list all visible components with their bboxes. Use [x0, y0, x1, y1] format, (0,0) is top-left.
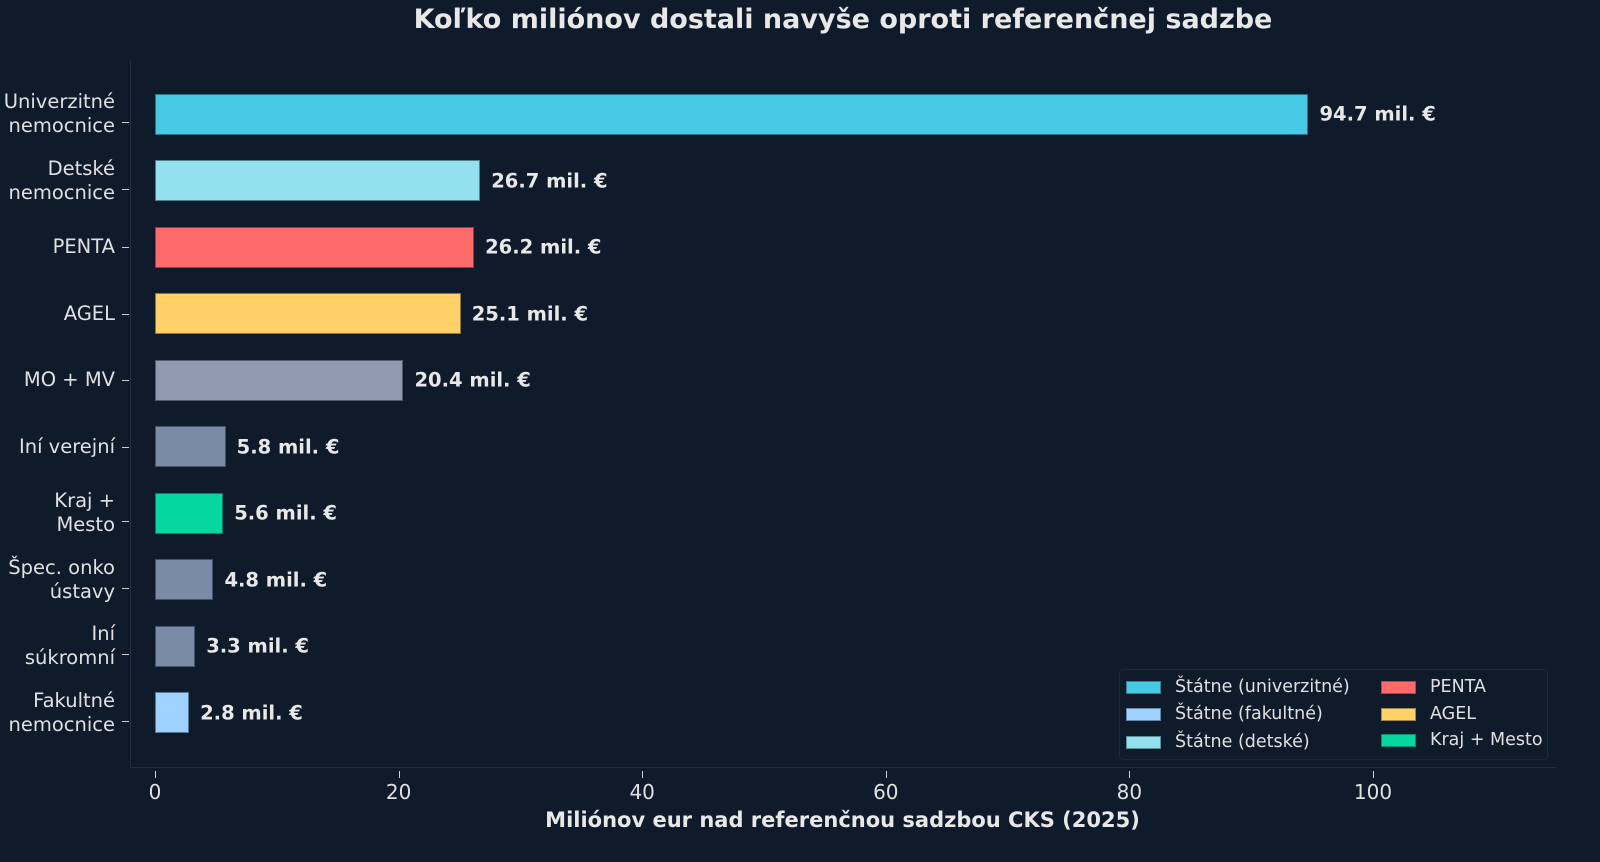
- bar: [155, 226, 475, 268]
- bar-value-label: 4.8 mil. €: [224, 568, 328, 591]
- x-tick-mark: [1129, 771, 1131, 778]
- y-tick-mark: [122, 247, 129, 248]
- bar: [155, 426, 226, 467]
- legend-swatch: [1126, 680, 1161, 694]
- x-tick-label: 100: [1353, 780, 1393, 804]
- bar-value-label: 94.7 mil. €: [1319, 102, 1436, 126]
- y-tick-label: Kraj + Mesto: [54, 489, 115, 536]
- legend-swatch: [1126, 735, 1161, 749]
- bar-value-label: 5.8 mil. €: [236, 435, 340, 458]
- bar: [155, 359, 404, 401]
- y-tick-mark: [122, 446, 129, 448]
- bar-value-label: 26.2 mil. €: [485, 235, 602, 259]
- bar: [155, 692, 190, 733]
- x-tick-mark: [642, 771, 644, 778]
- bar: [155, 293, 461, 334]
- y-tick-label: Iní súkromní: [24, 622, 115, 669]
- bar-value-label: 2.8 mil. €: [200, 701, 303, 724]
- legend: Štátne (univerzitné) Štátne (fakultné) Š…: [1119, 669, 1548, 760]
- legend-label: Štátne (fakultné): [1175, 704, 1323, 724]
- bar-value-label: 20.4 mil. €: [414, 368, 531, 392]
- y-tick-label: PENTA: [52, 235, 115, 258]
- legend-item: AGEL: [1381, 704, 1476, 724]
- bar: [155, 160, 481, 201]
- bar: [155, 93, 1309, 135]
- bar: [155, 559, 214, 600]
- y-tick-label: Iní verejní: [18, 434, 115, 458]
- x-tick-label: 0: [148, 780, 162, 804]
- legend-item: PENTA: [1381, 677, 1486, 697]
- bar: [155, 625, 196, 667]
- bar-value-label: 5.6 mil. €: [234, 501, 337, 525]
- legend-item: Štátne (detské): [1126, 732, 1310, 752]
- legend-label: Štátne (detské): [1175, 732, 1310, 752]
- x-tick-mark: [155, 771, 156, 778]
- bar-value-label: 25.1 mil. €: [471, 302, 589, 325]
- y-tick-mark: [122, 188, 129, 190]
- legend-label: Štátne (univerzitné): [1175, 677, 1350, 697]
- y-tick-mark: [122, 654, 129, 655]
- plot-area: [130, 60, 1556, 768]
- x-tick-label: 80: [1116, 780, 1143, 804]
- legend-swatch: [1126, 707, 1161, 721]
- y-tick-mark: [122, 720, 129, 722]
- chart-title: Koľko miliónov dostali navyše oproti ref…: [413, 4, 1273, 35]
- y-tick-label: Detské nemocnice: [8, 156, 116, 204]
- y-tick-mark: [122, 313, 129, 315]
- x-tick-mark: [885, 771, 887, 778]
- y-tick-label: Špec. onko ústavy: [8, 555, 115, 603]
- legend-label: PENTA: [1430, 677, 1487, 697]
- bar: [155, 492, 224, 534]
- legend-item: Štátne (univerzitné): [1126, 677, 1350, 697]
- x-tick-label: 20: [385, 780, 412, 804]
- y-tick-mark: [122, 380, 129, 381]
- x-tick-label: 60: [873, 780, 899, 804]
- y-tick-label: Univerzitné nemocnice: [3, 90, 115, 137]
- legend-item: Kraj + Mesto: [1381, 730, 1543, 750]
- y-tick-mark: [122, 122, 129, 123]
- legend-swatch: [1381, 680, 1416, 694]
- x-tick-mark: [1373, 771, 1374, 778]
- legend-swatch: [1381, 707, 1416, 721]
- x-tick-label: 40: [629, 780, 655, 804]
- y-tick-label: MO + MV: [23, 368, 115, 391]
- bar-value-label: 26.7 mil. €: [491, 169, 608, 192]
- y-tick-label: AGEL: [63, 301, 115, 325]
- bar-value-label: 3.3 mil. €: [206, 634, 309, 658]
- x-tick-mark: [398, 771, 400, 778]
- legend-label: AGEL: [1430, 704, 1477, 724]
- x-axis-title: Miliónov eur nad referenčnou sadzbou CKS…: [545, 808, 1140, 832]
- legend-label: Kraj + Mesto: [1430, 730, 1543, 750]
- legend-item: Štátne (fakultné): [1126, 704, 1323, 724]
- y-tick-mark: [122, 521, 129, 522]
- y-tick-mark: [122, 587, 129, 589]
- y-tick-label: Fakultné nemocnice: [8, 688, 116, 736]
- legend-swatch: [1381, 733, 1416, 747]
